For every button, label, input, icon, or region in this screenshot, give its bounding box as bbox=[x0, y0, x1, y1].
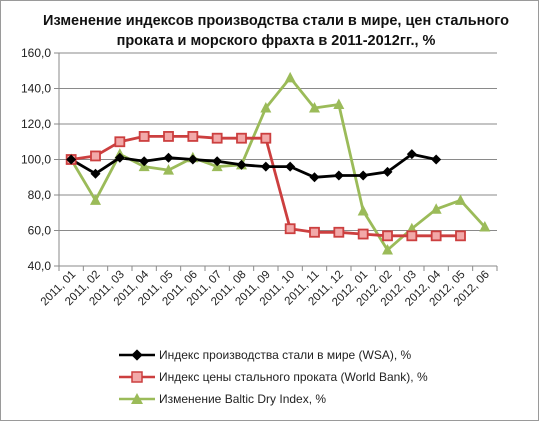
legend-item-wsa: Индекс производства стали в мире (WSA), … bbox=[119, 344, 519, 366]
data-point bbox=[406, 230, 418, 242]
data-point bbox=[358, 170, 369, 181]
series-line-0 bbox=[70, 152, 437, 179]
y-tick-label: 120,0 bbox=[21, 117, 51, 131]
data-point bbox=[236, 159, 247, 170]
data-point bbox=[430, 230, 442, 242]
legend-label-worldbank: Индекс цены стального проката (World Ban… bbox=[159, 370, 428, 384]
legend-label-wsa: Индекс производства стали в мире (WSA), … bbox=[159, 348, 412, 362]
data-point bbox=[284, 71, 296, 83]
data-point bbox=[309, 102, 320, 113]
legend-swatch-wsa bbox=[119, 349, 155, 361]
data-point bbox=[90, 168, 101, 179]
data-point bbox=[382, 230, 393, 242]
data-point bbox=[260, 132, 272, 144]
data-point bbox=[90, 150, 101, 162]
data-point bbox=[138, 131, 150, 142]
data-point bbox=[90, 194, 101, 205]
legend-item-bdi: Изменение Baltic Dry Index, % bbox=[119, 388, 519, 410]
data-point bbox=[479, 220, 491, 232]
y-tick-label: 100,0 bbox=[21, 153, 51, 167]
data-point bbox=[357, 204, 369, 216]
data-point bbox=[406, 149, 417, 160]
y-tick-label: 80,0 bbox=[28, 188, 52, 202]
series-line-2 bbox=[69, 76, 486, 252]
data-point bbox=[430, 203, 442, 214]
data-point bbox=[285, 161, 296, 172]
data-point bbox=[163, 131, 174, 142]
data-point bbox=[212, 156, 223, 167]
data-point bbox=[139, 156, 150, 167]
y-tick-label: 40,0 bbox=[28, 259, 52, 273]
data-point bbox=[260, 102, 272, 113]
data-point bbox=[187, 131, 199, 142]
legend-swatch-bdi bbox=[119, 393, 155, 404]
data-point bbox=[236, 132, 247, 144]
data-point bbox=[357, 228, 369, 240]
data-point bbox=[211, 132, 223, 144]
legend: Индекс производства стали в мире (WSA), … bbox=[119, 344, 519, 410]
y-tick-label: 140,0 bbox=[21, 82, 51, 96]
y-tick-label: 60,0 bbox=[28, 224, 52, 238]
data-point bbox=[333, 226, 345, 238]
data-point bbox=[382, 166, 393, 177]
data-point bbox=[382, 244, 393, 255]
legend-item-worldbank: Индекс цены стального проката (World Ban… bbox=[119, 366, 519, 388]
legend-swatch-worldbank bbox=[119, 371, 155, 383]
data-point bbox=[114, 152, 125, 163]
series-line-1 bbox=[70, 135, 461, 238]
data-point bbox=[333, 170, 344, 181]
data-point bbox=[455, 230, 466, 242]
data-point bbox=[260, 161, 271, 172]
data-point bbox=[455, 194, 466, 205]
data-point bbox=[163, 164, 174, 175]
data-point bbox=[309, 226, 320, 238]
data-point bbox=[309, 172, 320, 183]
data-point bbox=[187, 154, 198, 165]
data-point bbox=[284, 223, 296, 235]
data-point bbox=[163, 152, 174, 163]
y-tick-label: 160,0 bbox=[21, 46, 51, 60]
data-point bbox=[66, 154, 77, 165]
data-point bbox=[431, 154, 442, 165]
legend-label-bdi: Изменение Baltic Dry Index, % bbox=[159, 392, 327, 406]
chart-title: Изменение индексов производства стали в … bbox=[43, 13, 509, 49]
data-point bbox=[114, 136, 126, 148]
data-point bbox=[333, 98, 345, 109]
